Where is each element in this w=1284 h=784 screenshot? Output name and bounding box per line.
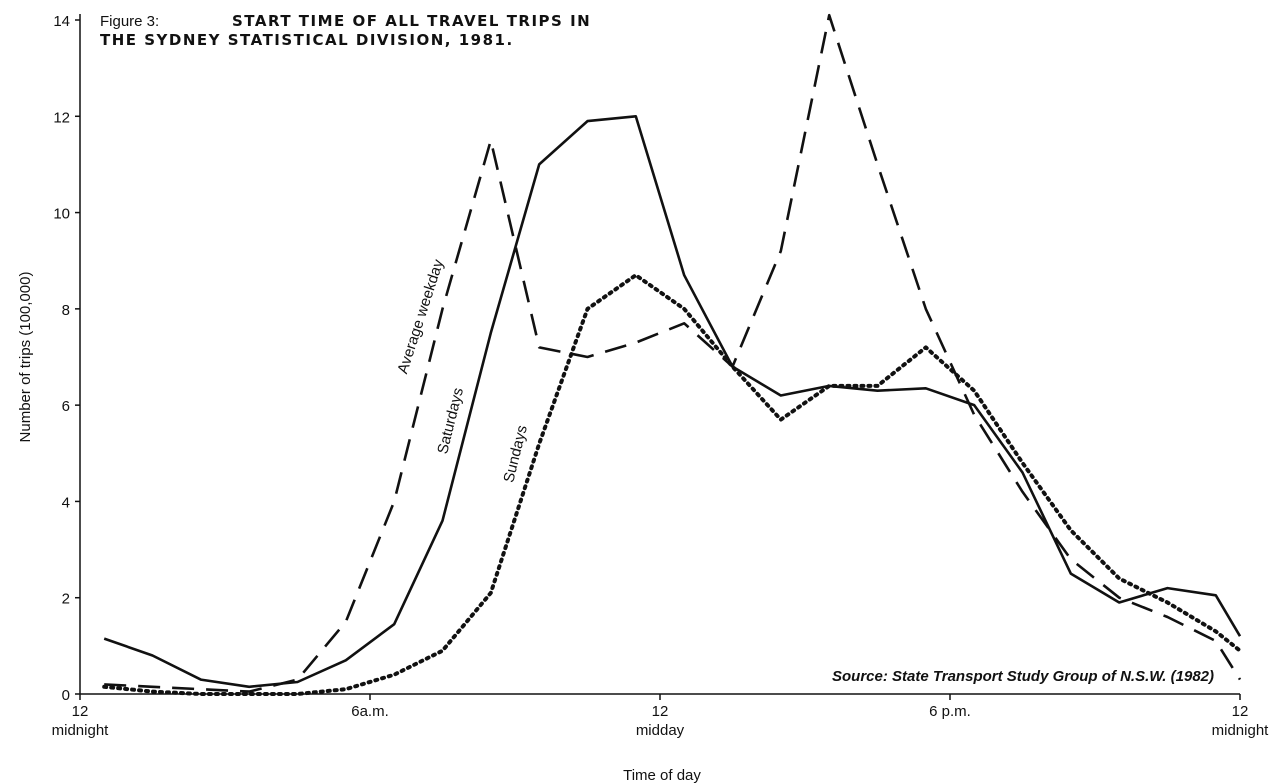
chart-title: START TIME OF ALL TRAVEL TRIPS IN THE SYD… (100, 12, 591, 49)
x-tick-label: 6a.m. (351, 703, 389, 720)
series-line (103, 115, 1242, 689)
y-tick-label: 10 (53, 206, 70, 223)
series-line (104, 13, 1242, 693)
source-note: Source: State Transport Study Group of N… (832, 668, 1214, 685)
figure-label: Figure 3: (100, 13, 159, 30)
y-tick-label: 6 (62, 398, 70, 415)
x-tick-label: 12 midnight (1212, 703, 1270, 739)
y-tick-label: 2 (62, 591, 70, 608)
y-tick-label: 4 (62, 494, 70, 511)
series-label: Sundays (500, 424, 531, 485)
y-tick-label: 12 (53, 109, 70, 126)
x-tick-label: 6 p.m. (929, 703, 971, 720)
y-axis-label: Number of trips (100,000) (17, 272, 34, 443)
y-tick-label: 8 (62, 302, 70, 319)
y-tick-label: 0 (62, 687, 70, 704)
y-tick-label: 14 (53, 13, 70, 30)
x-tick-label: 12 midday (636, 703, 685, 739)
series-line (102, 273, 1242, 696)
x-tick-label: 12 midnight (52, 703, 110, 739)
x-axis-label: Time of day (623, 767, 701, 784)
